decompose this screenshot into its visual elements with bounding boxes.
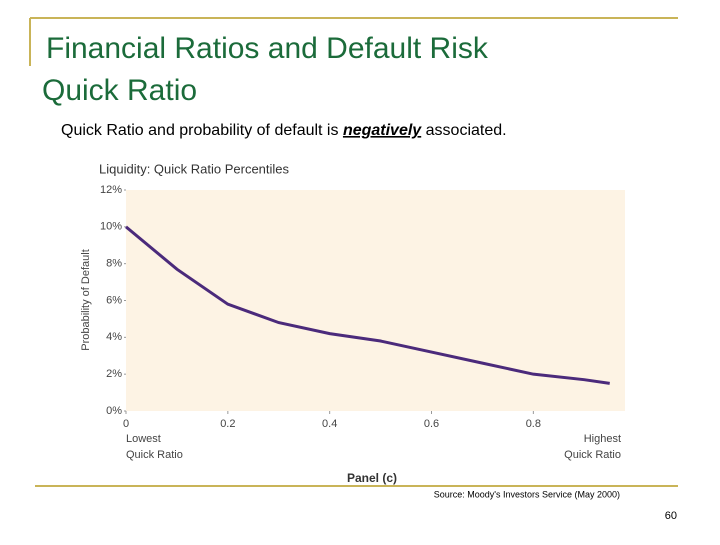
y-tick-label: 4% — [106, 331, 122, 343]
chart-title: Liquidity: Quick Ratio Percentiles — [99, 161, 290, 176]
page-number: 60 — [665, 510, 677, 522]
high-label: Quick Ratio — [564, 449, 621, 461]
slide-title: Quick Ratio — [42, 74, 197, 107]
data-line — [125, 225, 610, 385]
x-tick-label: 0.2 — [220, 418, 235, 430]
source-note: Source: Moody's Investors Service (May 2… — [434, 489, 620, 499]
y-axis-label: Probability of Default — [80, 249, 92, 351]
y-tick-label: 0% — [106, 405, 122, 417]
x-tick-label: 0.6 — [424, 418, 439, 430]
y-tick-label: 12% — [100, 184, 122, 196]
plot-background — [126, 190, 625, 411]
subtitle-text: associated. — [421, 122, 506, 139]
low-label: Quick Ratio — [126, 449, 183, 461]
x-tick-label: 0.4 — [322, 418, 337, 430]
y-tick-label: 2% — [106, 368, 122, 380]
y-tick-label: 8% — [106, 258, 122, 270]
subtitle-text: Quick Ratio and probability of default i… — [61, 122, 343, 139]
subtitle: Quick Ratio and probability of default i… — [61, 122, 507, 139]
y-tick-label: 6% — [106, 294, 122, 306]
high-label: Highest — [584, 433, 621, 445]
slide-title: Financial Ratios and Default Risk — [46, 32, 489, 65]
y-tick-label: 10% — [100, 221, 122, 233]
x-tick-label: 0 — [123, 418, 129, 430]
x-tick-label: 0.8 — [526, 418, 541, 430]
panel-label: Panel (c) — [347, 471, 397, 485]
low-label: Lowest — [126, 433, 161, 445]
subtitle-emphasis: negatively — [343, 122, 422, 139]
